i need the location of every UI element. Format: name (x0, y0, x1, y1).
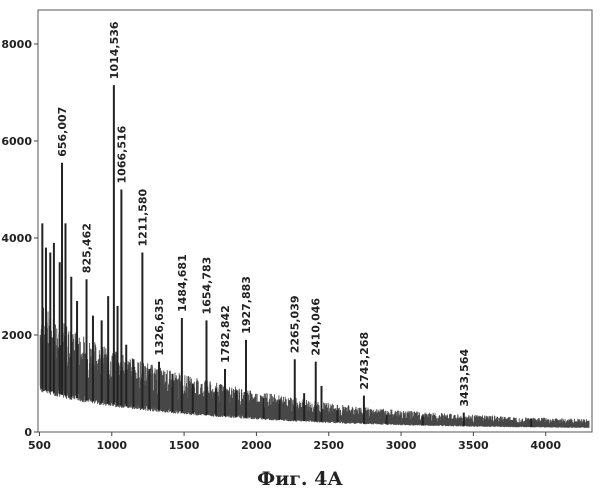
spectrum-chart: 500 1000 1500 2000 2500 3000 3500 4000 0 2000 4000… (0, 0, 600, 470)
y-tick-label: 8000 (1, 38, 32, 51)
y-tick-label: 4000 (1, 232, 32, 245)
x-tick-label: 3500 (458, 439, 489, 452)
y-tick-label: 2000 (1, 329, 32, 342)
peak-label: 1484,681 (176, 254, 189, 312)
x-tick-label: 4000 (530, 439, 561, 452)
peak-label: 1014,536 (108, 21, 121, 79)
x-tick-label: 3000 (386, 439, 417, 452)
peak-label: 1927,883 (240, 276, 253, 334)
peak-label: 1782,842 (219, 305, 232, 363)
peak-label: 2265,039 (289, 295, 302, 353)
x-tick-label: 2000 (241, 439, 272, 452)
peak-label: 1066,516 (115, 125, 128, 183)
peak-label: 1326,635 (153, 298, 166, 356)
x-tick-label: 1500 (169, 439, 200, 452)
peak-label: 1211,580 (136, 188, 149, 246)
peak-label: 3433,564 (458, 348, 471, 406)
peak-label: 2743,268 (358, 332, 371, 390)
peak-label: 2410,046 (310, 298, 323, 356)
y-tick-label: 6000 (1, 135, 32, 148)
y-tick-label: 0 (24, 426, 32, 439)
peak-label: 825,462 (81, 223, 94, 273)
peak-label: 1654,783 (200, 257, 213, 315)
figure-caption: Фиг. 4А (0, 468, 600, 490)
peak-label: 656,007 (56, 107, 69, 157)
x-tick-label: 2500 (313, 439, 344, 452)
x-tick-label: 500 (28, 439, 51, 452)
x-tick-label: 1000 (96, 439, 127, 452)
